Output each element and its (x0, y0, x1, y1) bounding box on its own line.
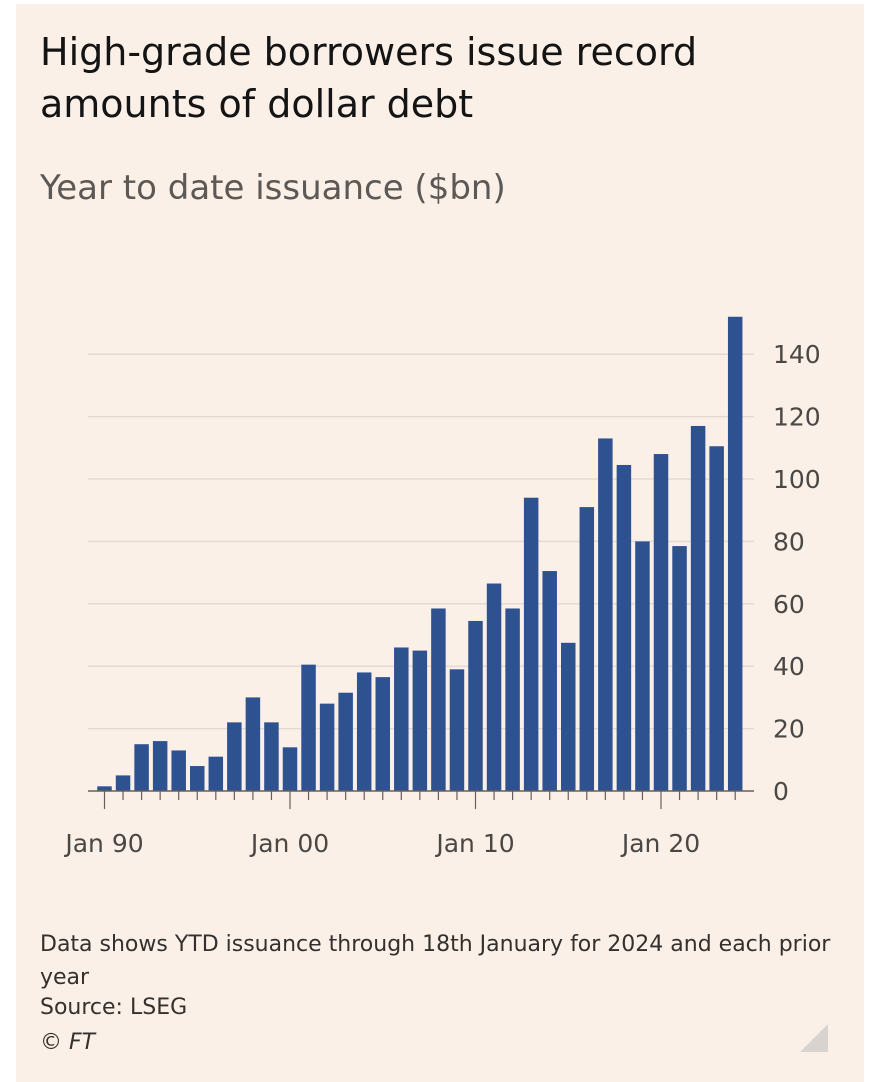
bar (598, 438, 613, 791)
bar (97, 786, 112, 791)
x-tick-label: Jan 10 (434, 829, 514, 858)
ft-credit: © FT (40, 1030, 96, 1055)
bar (505, 608, 520, 791)
bar (635, 541, 650, 791)
bar (245, 697, 261, 791)
bar (468, 620, 483, 791)
x-tick-label: Jan 20 (620, 829, 700, 858)
bar (486, 583, 502, 791)
bar (356, 672, 372, 791)
x-tick-label: Jan 90 (63, 829, 143, 858)
bar (653, 454, 669, 791)
bar (319, 703, 335, 791)
bar (412, 650, 428, 791)
bar (431, 608, 446, 791)
y-tick-label: 0 (773, 777, 789, 806)
bar (227, 722, 242, 791)
bar (542, 571, 557, 791)
bar (394, 647, 409, 791)
bar (616, 464, 632, 791)
y-tick-label: 140 (773, 340, 821, 369)
bar (208, 756, 224, 791)
bar (727, 316, 743, 791)
bar (561, 642, 576, 791)
bar (709, 446, 724, 791)
y-tick-label: 40 (773, 652, 805, 681)
x-tick-label: Jan 00 (249, 829, 329, 858)
bar (301, 664, 316, 791)
y-tick-label: 80 (773, 527, 805, 556)
bar (190, 766, 205, 791)
bar (115, 775, 131, 791)
bar (171, 750, 186, 791)
bar (375, 677, 390, 791)
chart-source: Source: LSEG (40, 995, 188, 1020)
bar (690, 425, 706, 791)
chart-title: High-grade borrowers issue record amount… (40, 30, 698, 126)
bar (152, 741, 168, 791)
chart-note: Data shows YTD issuance through 18th Jan… (40, 932, 831, 990)
bar (523, 497, 539, 791)
chart-subtitle: Year to date issuance ($bn) (40, 168, 506, 208)
bar (449, 669, 465, 791)
y-tick-label: 60 (773, 590, 805, 619)
bar (282, 747, 298, 791)
bar (134, 744, 149, 791)
bar (338, 692, 353, 791)
y-tick-label: 100 (773, 465, 821, 494)
y-tick-label: 20 (773, 715, 805, 744)
bar (579, 507, 595, 791)
resize-corner-icon (800, 1024, 828, 1052)
bar-chart: 0 20 40 60 80 100 120 140 Jan 90 Jan 00 Jan 10 Jan … (63, 316, 821, 858)
bar (672, 546, 687, 791)
bar (264, 722, 279, 791)
y-tick-label: 120 (773, 403, 821, 432)
chart-card: High-grade borrowers issue record amount… (16, 4, 864, 1082)
